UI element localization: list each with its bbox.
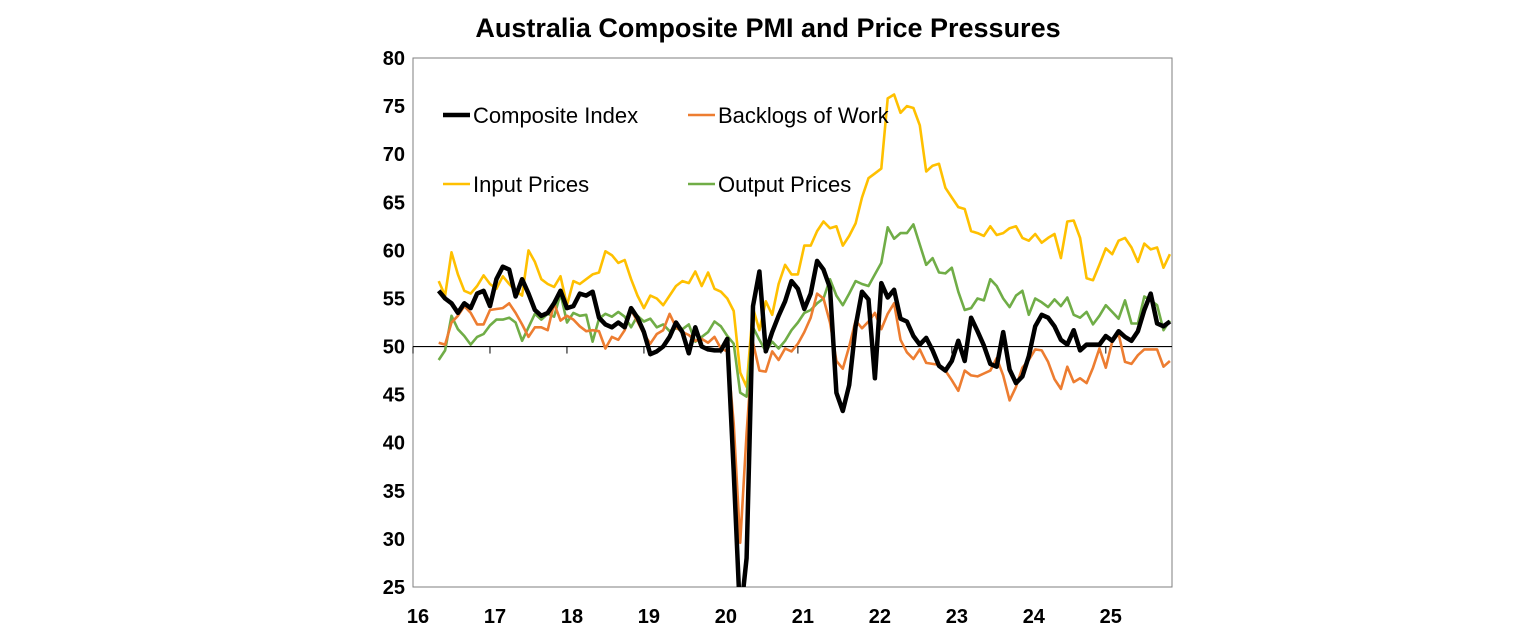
legend-item: Backlogs of Work bbox=[688, 103, 890, 128]
y-tick-label: 65 bbox=[383, 192, 405, 214]
legend-item: Composite Index bbox=[443, 103, 638, 128]
y-tick-label: 70 bbox=[383, 144, 405, 166]
x-tick-label: 17 bbox=[484, 606, 506, 628]
x-tick-label: 16 bbox=[407, 606, 429, 628]
y-tick-label: 55 bbox=[383, 288, 405, 310]
y-tick-label: 80 bbox=[383, 48, 405, 70]
series-line-composite-index bbox=[436, 258, 1172, 587]
x-tick-label: 20 bbox=[715, 606, 737, 628]
x-tick-label: 24 bbox=[1023, 606, 1046, 628]
chart-title: Australia Composite PMI and Price Pressu… bbox=[475, 13, 1060, 43]
legend-label: Output Prices bbox=[718, 172, 851, 197]
legend-item: Input Prices bbox=[443, 172, 589, 197]
x-tick-label: 21 bbox=[792, 606, 814, 628]
x-tick-label: 25 bbox=[1100, 606, 1122, 628]
x-tick-label: 18 bbox=[561, 606, 583, 628]
y-tick-label: 50 bbox=[383, 337, 405, 359]
legend-label: Composite Index bbox=[473, 103, 638, 128]
y-tick-label: 30 bbox=[383, 529, 405, 551]
x-tick-label: 23 bbox=[946, 606, 968, 628]
y-tick-label: 40 bbox=[383, 433, 405, 455]
y-tick-label: 35 bbox=[383, 481, 405, 503]
x-tick-label: 22 bbox=[869, 606, 891, 628]
series-line-backlogs-of-work bbox=[438, 292, 1171, 545]
legend-label: Backlogs of Work bbox=[718, 103, 890, 128]
legend-label: Input Prices bbox=[473, 172, 589, 197]
y-tick-label: 75 bbox=[383, 96, 405, 118]
y-tick-label: 25 bbox=[383, 577, 405, 599]
y-tick-label: 45 bbox=[383, 385, 405, 407]
x-tick-label: 19 bbox=[638, 606, 660, 628]
plot-area bbox=[412, 57, 1173, 588]
legend-item: Output Prices bbox=[688, 172, 851, 197]
series-line-input-prices bbox=[437, 93, 1172, 389]
y-tick-label: 60 bbox=[383, 240, 405, 262]
